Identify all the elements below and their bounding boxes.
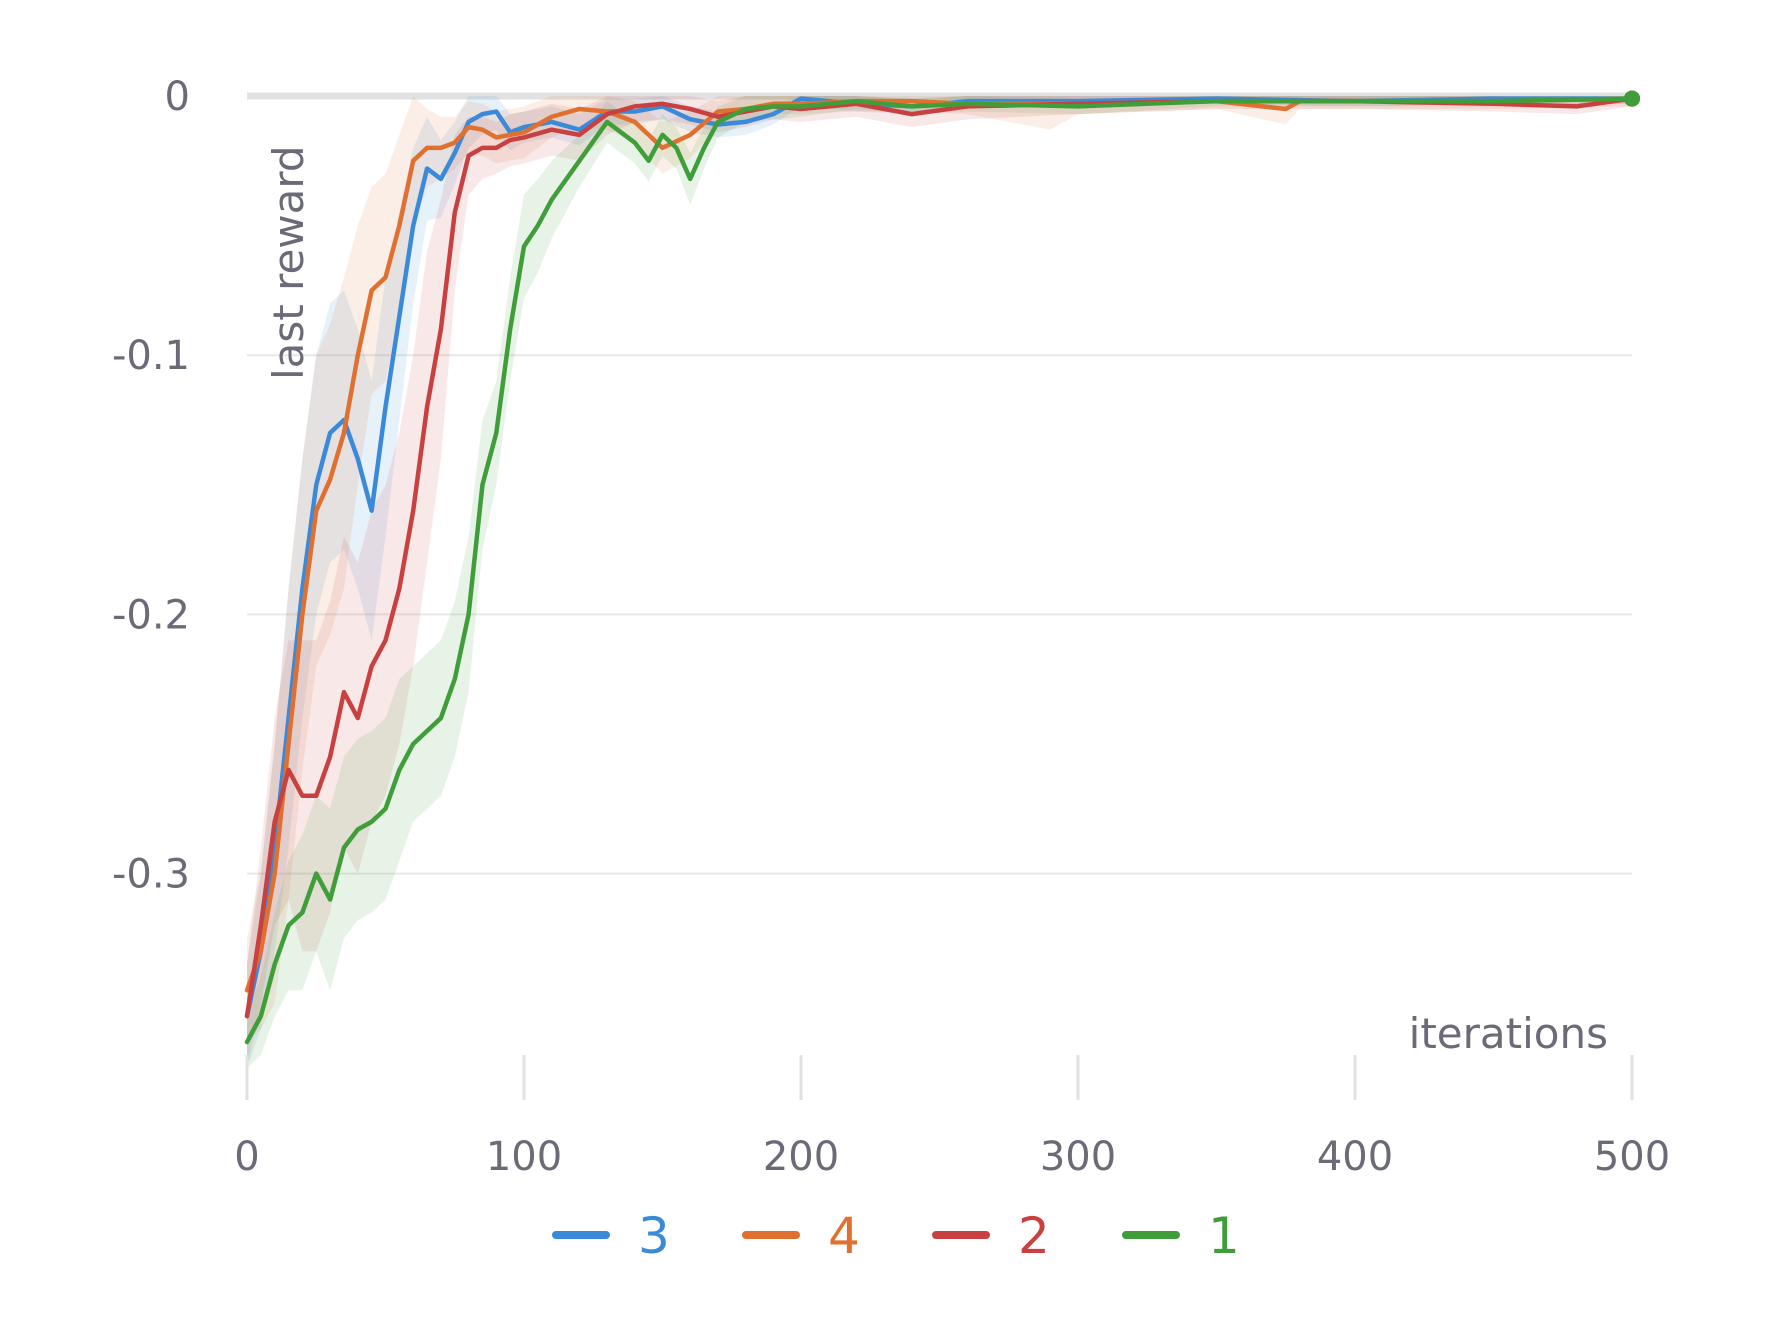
series-2-line [244,96,1635,1019]
legend-label-1: 1 [1208,1207,1240,1265]
confidence-bands [247,96,1632,1068]
y-tick-label: -0.1 [112,333,190,379]
axis-ticks: 0 -0.1 -0.2 -0.3 0 100 200 300 400 500 [112,74,1670,1180]
y-axis-label: last reward [264,145,313,380]
legend-label-2: 2 [1018,1207,1050,1265]
legend-label-4: 4 [828,1207,860,1265]
series-1-line [244,96,1635,1045]
x-tick-label: 400 [1317,1134,1393,1180]
x-tick-label: 300 [1040,1134,1116,1180]
legend: 3 4 2 1 [552,1207,1240,1265]
y-tick-label: -0.3 [112,852,190,898]
series-1-endpoint [1624,90,1640,107]
x-tick-label: 500 [1594,1134,1670,1180]
series-2-band [247,96,1632,1068]
series-lines [244,90,1640,1045]
x-tick-label: 100 [486,1134,562,1180]
y-tick-label: -0.2 [112,592,190,638]
y-tick-label: 0 [165,74,190,120]
series-4-band [247,96,1632,1043]
x-axis-label: iterations [1409,1009,1608,1058]
legend-label-3: 3 [638,1207,670,1265]
x-tick-label: 0 [234,1134,259,1180]
x-tick-label: 200 [763,1134,839,1180]
grid-lines [247,92,1632,875]
